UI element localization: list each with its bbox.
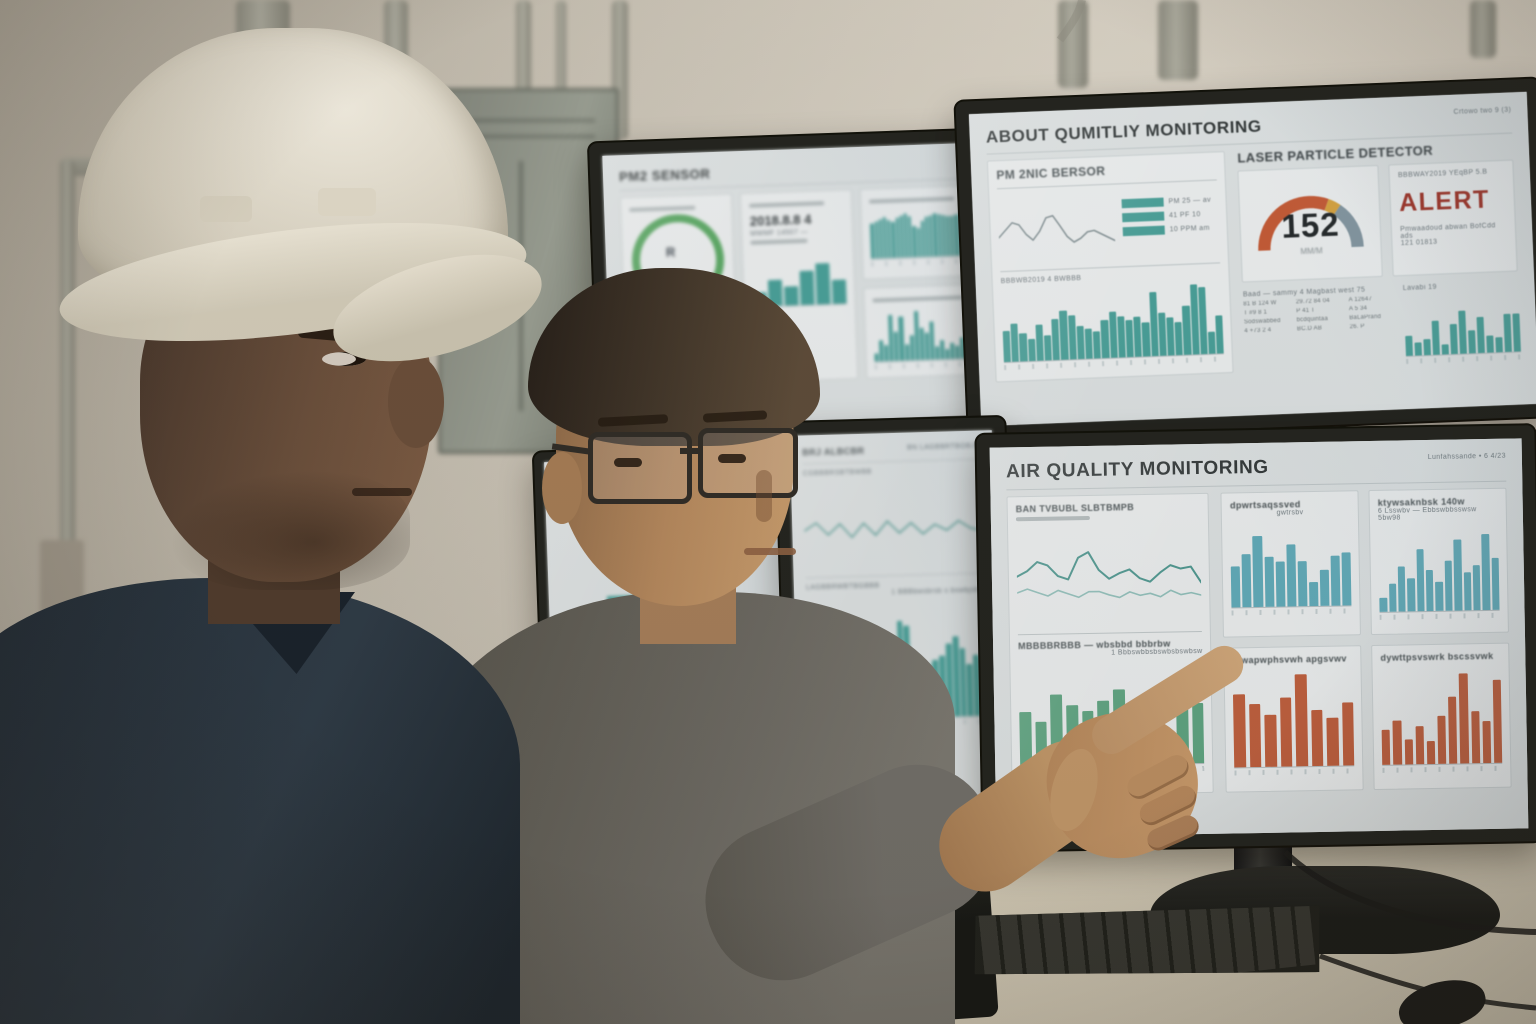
monitor-bottom-right: AIR QUALITY MONITORING Lunfahssande • 6 … <box>976 425 1536 851</box>
teal-chart-a: dpwrtsaqssved gwtrsbv <box>1220 490 1362 638</box>
hat-ridge <box>318 188 376 216</box>
bar-chart <box>1230 519 1352 609</box>
wave-title: CGBBBRSBTBWBB <box>802 468 872 478</box>
readings-table: Baad — sammy 4 Magbast west 75 81 B 124 … <box>1243 285 1396 372</box>
card-title: BAN TVBUBL SLBTBMPB <box>1015 502 1135 515</box>
orange-chart-b: dywttpsvswrk bscssvwk <box>1371 642 1512 791</box>
bar-chart <box>1000 279 1225 364</box>
aqi-gauge <box>1258 195 1365 251</box>
card-meta: 6 Lsswbv — Ebbswbbsswsw 5bw98 <box>1377 506 1477 522</box>
alert-meta: BBBWAY2019 YEqBP 5.B <box>1397 168 1488 180</box>
alert-label: ALERT <box>1398 185 1491 218</box>
card-title: mwapwphsvwh apgsvwv <box>1232 653 1347 666</box>
legend-label: PM 25 — av <box>1168 196 1212 206</box>
worker-ear <box>388 356 444 448</box>
legend-swatch <box>1121 197 1164 209</box>
bar-chart <box>1380 666 1503 766</box>
header-meta: Lunfahssande • 6 4/23 <box>1427 452 1506 462</box>
page-title: ABOUT QUMITLIY MONITORING <box>985 116 1263 147</box>
engineer-ear <box>542 452 582 524</box>
beard-shadow <box>170 470 410 590</box>
bar-chart <box>873 302 975 363</box>
pipe <box>556 0 566 130</box>
card-meta: gwtrsbv <box>1276 509 1304 517</box>
legend: PM 25 — av 41 PF 10 10 PPM am <box>1121 186 1220 260</box>
glasses-right-lens <box>698 428 798 498</box>
page-title: AIR QUALITY MONITORING <box>1005 456 1269 483</box>
legend-swatch <box>1121 211 1165 223</box>
gauge-card: 152 MM/M <box>1237 164 1384 283</box>
screen-bottom-right: AIR QUALITY MONITORING Lunfahssande • 6 … <box>989 438 1529 838</box>
screen-bottom-left: BRJ ALBCBR BN LAGBBRTBOBJB CGBBBRSBTBWBB… <box>789 430 1003 814</box>
mini-chart-title: Lavabi 19 <box>1402 283 1437 293</box>
glasses-bridge <box>680 448 700 454</box>
trend-card: BAN TVBUBL SLBTBMPB MBBBBRBBB — wbsbbd b… <box>1006 492 1215 797</box>
eye <box>718 454 746 463</box>
worker-mouth <box>352 488 412 496</box>
hat-ridge <box>200 196 252 222</box>
mini-chart-card: Lavabi 19 <box>1403 280 1522 366</box>
header-meta: BN LAGBBRTBOBJB <box>906 442 981 452</box>
legend-swatch <box>1122 225 1165 237</box>
mouth <box>744 548 796 555</box>
stat-value: 2018.8.8 4 <box>749 211 812 229</box>
eye <box>614 458 642 467</box>
pipe <box>60 160 75 550</box>
glasses-left-lens <box>588 432 692 504</box>
pm-sensor-card: PM 2NIC BERSOR PM 25 — av <box>986 151 1234 383</box>
pipe <box>1058 0 1088 88</box>
bar-chart <box>869 203 972 260</box>
header-label: BRJ ALBCBR <box>802 445 865 458</box>
orange-chart-a: mwapwphsvwh apgsvwv <box>1223 645 1364 793</box>
nose-shadow <box>756 470 772 522</box>
pipe <box>1158 0 1198 80</box>
card-title: PM 2NIC BERSOR <box>996 163 1106 183</box>
bar-chart <box>1378 523 1500 613</box>
legend-label: 10 PPM am <box>1169 224 1210 234</box>
stat-caption: MWMF 14507 — <box>750 228 809 238</box>
monitor-top-right: ABOUT QUMITLIY MONITORING Crtowo two 9 (… <box>955 78 1536 440</box>
gauge-value: 152 <box>1280 205 1341 245</box>
teal-chart-b: ktywsaknbsk 140w 6 Lsswbv — Ebbswbbsswsw… <box>1368 487 1509 636</box>
screen-top-right: ABOUT QUMITLIY MONITORING Crtowo two 9 (… <box>968 91 1536 427</box>
line-chart <box>803 479 983 572</box>
card-title: dywttpsvswrk bscssvwk <box>1380 650 1494 663</box>
pipe <box>1470 0 1496 58</box>
worker-torso <box>0 578 520 1024</box>
line-chart <box>997 191 1116 266</box>
bar-chart <box>1232 669 1355 769</box>
line-chart <box>1016 521 1202 628</box>
monitor-bottom-left: BRJ ALBCBR BN LAGBBRTBOBJB CGBBBRSBTBWBB… <box>776 416 1016 828</box>
bar-chart <box>1403 293 1521 357</box>
alert-card: BBBWAY2019 YEqBP 5.B ALERT Pmwaadoud abw… <box>1388 159 1518 277</box>
header-meta: Crtowo two 9 (3) <box>1453 106 1512 116</box>
legend-label: 41 PF 10 <box>1168 211 1201 220</box>
